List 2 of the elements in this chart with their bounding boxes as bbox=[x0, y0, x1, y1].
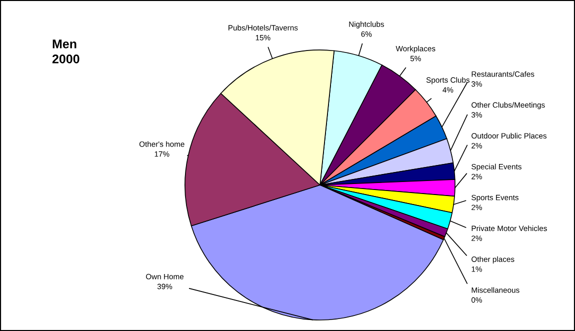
text: Men bbox=[52, 40, 76, 48]
text: 2000 bbox=[52, 54, 80, 64]
